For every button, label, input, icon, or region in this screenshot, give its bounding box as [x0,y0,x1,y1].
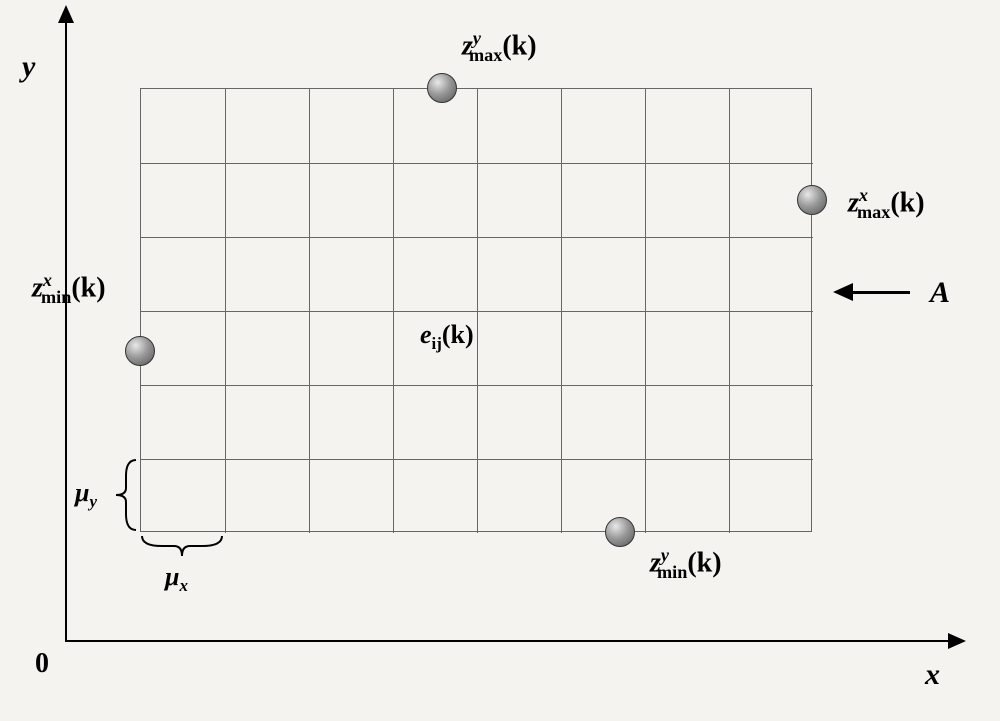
grid-region [140,88,812,532]
x-axis-arrow [948,633,966,649]
marker-z-xmax [797,185,827,215]
arrow-A-head [833,283,853,301]
diagram-canvas: 0 x y zymax(k) zxmax(k) zxmin(k) zymin(k… [0,0,1000,721]
brace-mu-y [112,458,138,532]
label-z-ymax: zymax(k) [462,28,537,66]
arrow-A-shaft [850,291,910,294]
label-z-xmax: zxmax(k) [848,185,925,223]
x-axis-label: x [925,658,940,692]
grid-hline [141,459,813,460]
grid-hline [141,163,813,164]
y-axis-label: y [22,50,35,84]
label-z-xmin: zxmin(k) [32,270,106,308]
x-axis [65,640,950,642]
label-mu-y: μy [75,478,97,512]
label-z-ymin: zymin(k) [650,545,722,583]
label-A: A [930,276,950,310]
label-mu-x: μx [165,562,188,596]
marker-z-xmin [125,336,155,366]
grid-hline [141,237,813,238]
brace-mu-x [140,534,224,560]
marker-z-ymin [605,517,635,547]
label-eij: eij(k) [420,320,474,354]
grid-hline [141,385,813,386]
grid-hline [141,311,813,312]
y-axis-arrow [58,5,74,23]
marker-z-ymax [427,73,457,103]
y-axis [65,15,67,640]
origin-label: 0 [35,648,49,680]
